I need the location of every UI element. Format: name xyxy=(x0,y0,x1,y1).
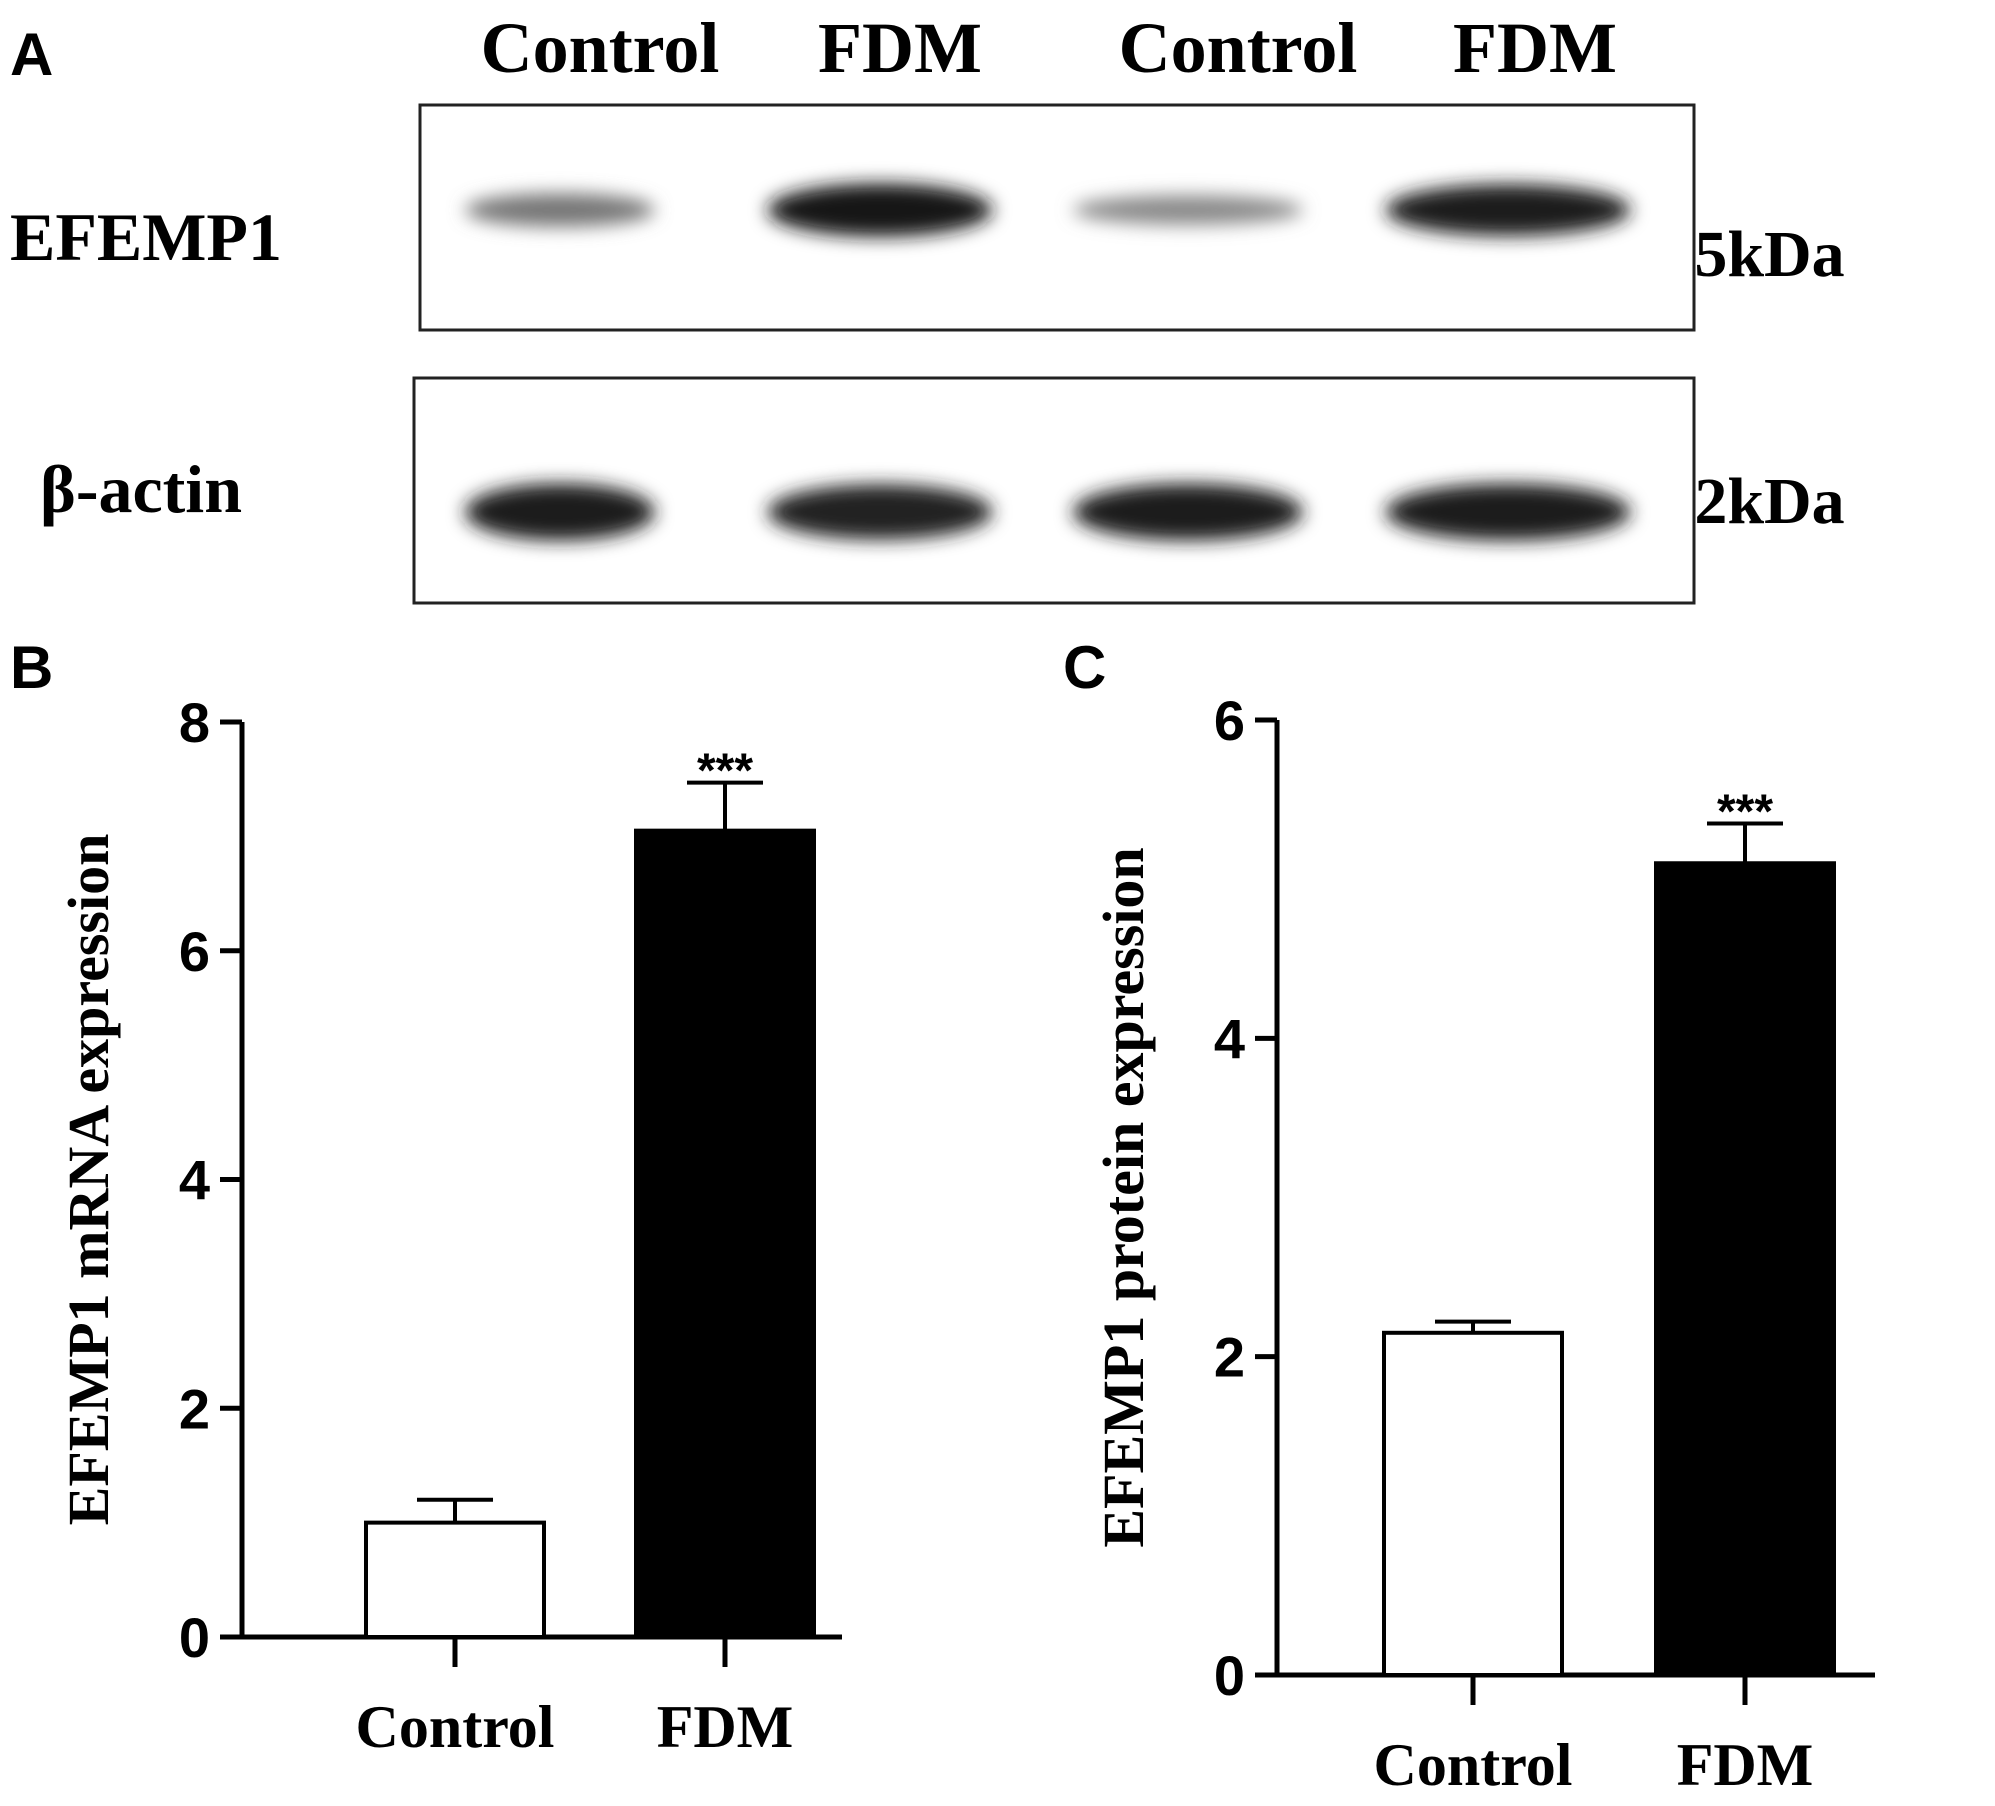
y-tick-label: 8 xyxy=(179,691,210,754)
significance-marker: *** xyxy=(697,745,753,798)
x-tick-label: Control xyxy=(1374,1732,1573,1798)
y-tick-label: 4 xyxy=(179,1149,210,1212)
significance-marker: *** xyxy=(1717,785,1773,838)
panel-label-b: B xyxy=(10,634,53,701)
blot-band xyxy=(1073,195,1303,225)
lane-label-1: Control xyxy=(481,8,720,88)
bar-chart-mrna: 0 2 4 6 8 EFEMP1 mRNA expression Control FDM *** xyxy=(56,691,842,1760)
y-tick-label: 6 xyxy=(1214,689,1245,752)
blot-band xyxy=(1385,483,1631,541)
panel-label-c: C xyxy=(1063,634,1106,701)
lane-label-4: FDM xyxy=(1453,8,1617,88)
blot-band xyxy=(1385,184,1631,236)
y-tick-label: 0 xyxy=(179,1606,210,1669)
bar-chart-protein: 0 2 4 6 EFEMP1 protein expression Control FDM *… xyxy=(1091,689,1875,1798)
blot-band xyxy=(465,193,655,227)
protein-label-beta-actin: β-actin xyxy=(40,451,242,527)
lane-label-2: FDM xyxy=(818,8,982,88)
x-tick-label: FDM xyxy=(1677,1732,1814,1798)
panel-label-a: A xyxy=(10,21,53,88)
y-axis-label: EFEMP1 mRNA expression xyxy=(56,834,121,1526)
y-tick-label: 6 xyxy=(179,920,210,983)
blot-band xyxy=(465,483,655,541)
y-tick-label: 0 xyxy=(1214,1644,1245,1707)
y-tick-label: 2 xyxy=(179,1377,210,1440)
western-blot: Control FDM Control FDM EFEMP1 β-actin 5… xyxy=(10,8,1845,605)
bar-control xyxy=(364,1520,546,1639)
x-tick-label: FDM xyxy=(657,1694,794,1760)
bar-fdm xyxy=(634,828,816,1639)
y-tick-label: 2 xyxy=(1214,1326,1245,1389)
blot-band xyxy=(767,183,993,237)
bar-control xyxy=(1382,1330,1564,1677)
protein-label-efemp1: EFEMP1 xyxy=(10,199,282,275)
y-axis-label: EFEMP1 protein expression xyxy=(1091,847,1156,1547)
x-tick-label: Control xyxy=(356,1694,555,1760)
blot-band xyxy=(767,484,993,540)
blot-band xyxy=(1073,483,1303,541)
lane-label-3: Control xyxy=(1119,8,1358,88)
y-tick-label: 4 xyxy=(1214,1007,1245,1070)
bar-fdm xyxy=(1654,861,1836,1677)
